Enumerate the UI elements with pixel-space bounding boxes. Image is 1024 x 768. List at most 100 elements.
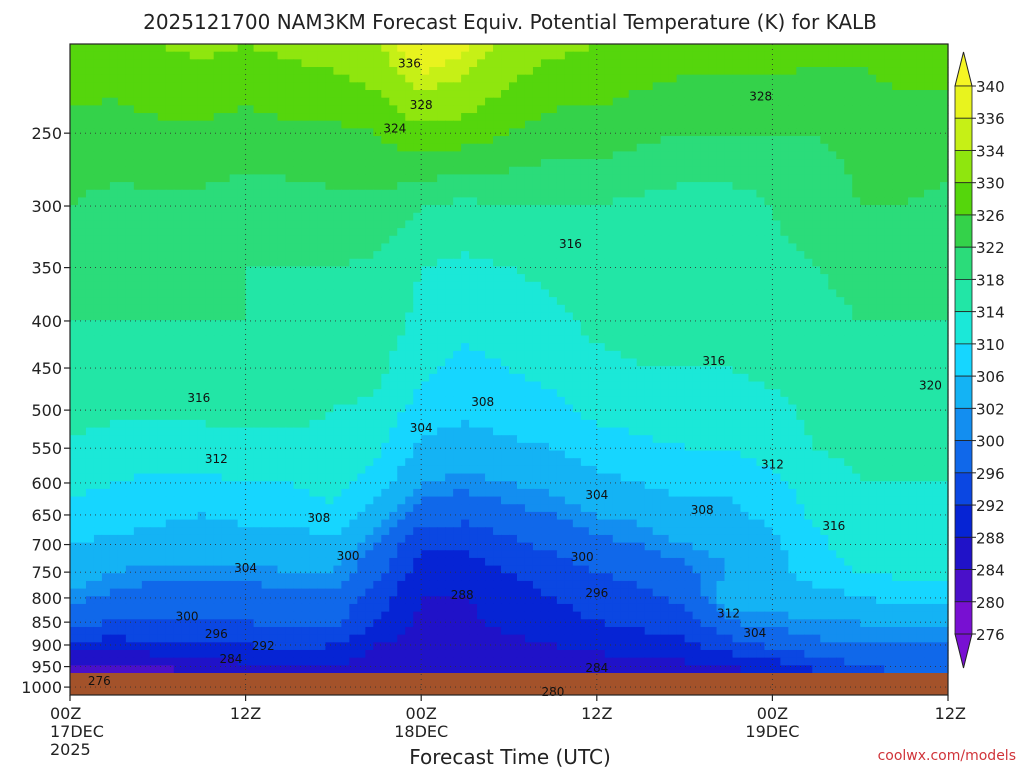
heat-cell xyxy=(70,274,79,283)
heat-cell xyxy=(70,105,79,114)
heat-cell xyxy=(604,97,614,106)
heat-cell xyxy=(309,159,319,168)
heat-cell xyxy=(828,197,837,206)
heat-cell xyxy=(692,381,702,390)
heat-cell xyxy=(381,44,390,53)
heat-cell xyxy=(477,59,486,68)
heat-cell xyxy=(341,189,350,199)
heat-cell xyxy=(572,243,582,252)
heat-cell xyxy=(700,304,710,314)
heat-cell xyxy=(844,320,853,329)
heat-cell xyxy=(205,243,215,252)
heat-cell xyxy=(908,327,917,337)
heat-cell xyxy=(341,381,350,390)
heat-cell xyxy=(796,44,805,53)
heat-cell xyxy=(692,358,702,367)
heat-cell xyxy=(485,143,494,152)
heat-cell xyxy=(812,373,821,383)
heat-cell xyxy=(764,120,773,129)
heat-cell xyxy=(732,235,742,245)
heat-cell xyxy=(532,327,542,337)
heat-cell xyxy=(836,189,845,199)
heat-cell xyxy=(317,266,327,275)
heat-cell xyxy=(620,289,630,298)
heat-cell xyxy=(437,389,446,398)
heat-cell xyxy=(485,174,494,183)
heat-cell xyxy=(253,105,263,114)
heat-cell xyxy=(588,343,598,352)
heat-cell xyxy=(812,212,821,222)
heat-cell xyxy=(660,228,670,237)
heat-cell xyxy=(860,297,869,306)
heat-cell xyxy=(333,389,342,398)
heat-cell xyxy=(876,166,885,175)
heat-cell xyxy=(373,358,382,367)
heat-cell xyxy=(109,281,119,291)
heat-cell xyxy=(93,82,103,91)
heat-cell xyxy=(732,228,742,237)
heat-cell xyxy=(125,166,135,175)
heat-cell xyxy=(700,358,710,367)
heat-cell xyxy=(732,312,742,321)
heat-cell xyxy=(149,189,159,199)
heat-cell xyxy=(844,74,853,83)
heat-cell xyxy=(269,90,279,99)
heat-cell xyxy=(413,320,422,329)
heat-cell xyxy=(85,335,95,344)
heat-cell xyxy=(684,120,694,129)
heat-cell xyxy=(117,197,127,206)
heat-cell xyxy=(636,251,646,260)
heat-cell xyxy=(93,350,103,360)
heat-cell xyxy=(868,281,877,291)
heat-cell xyxy=(828,212,837,222)
heat-cell xyxy=(572,67,582,76)
heat-cell xyxy=(133,381,143,390)
heat-cell xyxy=(205,289,215,298)
heat-cell xyxy=(828,350,837,360)
heat-cell xyxy=(772,128,781,137)
heat-cell xyxy=(477,74,486,83)
heat-cell xyxy=(756,82,766,91)
heat-cell xyxy=(716,189,726,199)
heat-cell xyxy=(93,228,103,237)
heat-cell xyxy=(357,97,366,106)
heat-cell xyxy=(516,59,526,68)
heat-cell xyxy=(333,281,342,291)
heat-cell xyxy=(341,166,350,175)
heat-cell xyxy=(317,113,327,122)
heat-cell xyxy=(397,212,406,222)
heat-cell xyxy=(365,320,374,329)
heat-cell xyxy=(676,350,686,360)
heat-cell xyxy=(940,289,949,298)
heat-cell xyxy=(461,67,470,76)
heat-cell xyxy=(117,358,127,367)
heat-cell xyxy=(564,174,574,183)
heat-cell xyxy=(325,320,334,329)
heat-cell xyxy=(285,159,295,168)
heat-cell xyxy=(93,44,103,53)
heat-cell xyxy=(740,143,750,152)
heat-cell xyxy=(301,128,311,137)
heat-cell xyxy=(70,44,79,53)
heat-cell xyxy=(804,343,813,352)
heat-cell xyxy=(501,51,510,60)
heat-cell xyxy=(732,335,742,344)
heat-cell xyxy=(684,105,694,114)
heat-cell xyxy=(509,166,518,175)
heat-cell xyxy=(85,266,95,275)
heat-cell xyxy=(764,159,773,168)
heat-cell xyxy=(916,258,925,268)
heat-cell xyxy=(213,343,223,352)
heat-cell xyxy=(501,120,510,129)
heat-cell xyxy=(908,166,917,175)
heat-cell xyxy=(788,74,797,83)
heat-cell xyxy=(580,350,590,360)
heat-cell xyxy=(165,266,175,275)
heat-cell xyxy=(221,51,231,60)
heat-cell xyxy=(644,320,654,329)
heat-cell xyxy=(692,366,702,375)
heat-cell xyxy=(900,228,909,237)
heat-cell xyxy=(197,182,207,191)
heat-cell xyxy=(397,120,406,129)
heat-cell xyxy=(556,166,566,175)
